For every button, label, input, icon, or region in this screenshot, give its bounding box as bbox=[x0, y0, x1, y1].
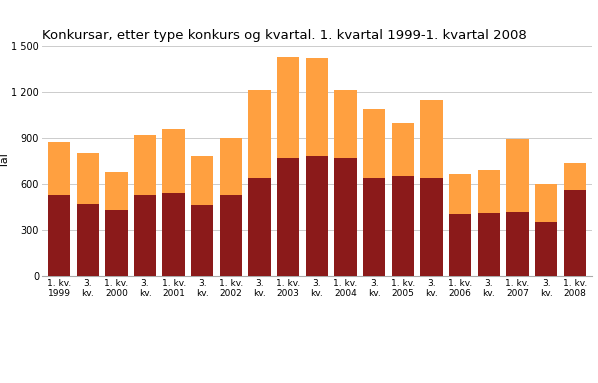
Bar bbox=[392, 176, 414, 276]
Bar bbox=[77, 153, 99, 204]
Bar bbox=[478, 170, 500, 213]
Y-axis label: Tal: Tal bbox=[0, 154, 10, 168]
Bar bbox=[220, 195, 242, 276]
Bar bbox=[248, 90, 271, 178]
Bar bbox=[420, 100, 443, 178]
Bar bbox=[420, 178, 443, 276]
Bar bbox=[134, 135, 156, 195]
Bar bbox=[564, 190, 586, 276]
Bar bbox=[535, 222, 557, 276]
Bar bbox=[163, 193, 185, 276]
Bar bbox=[220, 138, 242, 195]
Bar bbox=[306, 156, 328, 276]
Bar bbox=[363, 178, 386, 276]
Bar bbox=[564, 163, 586, 190]
Bar bbox=[191, 156, 213, 205]
Bar bbox=[163, 129, 185, 193]
Bar bbox=[363, 109, 386, 178]
Bar bbox=[105, 172, 127, 210]
Bar bbox=[306, 58, 328, 156]
Bar bbox=[105, 210, 127, 276]
Bar bbox=[449, 174, 471, 214]
Bar bbox=[277, 57, 300, 158]
Bar bbox=[277, 158, 300, 276]
Bar bbox=[191, 205, 213, 276]
Bar bbox=[535, 184, 557, 222]
Text: Konkursar, etter type konkurs og kvartal. 1. kvartal 1999-1. kvartal 2008: Konkursar, etter type konkurs og kvartal… bbox=[42, 29, 527, 42]
Bar bbox=[478, 213, 500, 276]
Bar bbox=[507, 212, 529, 276]
Bar bbox=[334, 158, 357, 276]
Bar bbox=[392, 123, 414, 176]
Bar bbox=[48, 142, 70, 195]
Bar bbox=[48, 195, 70, 276]
Bar bbox=[449, 214, 471, 276]
Bar bbox=[248, 178, 271, 276]
Bar bbox=[134, 195, 156, 276]
Bar bbox=[334, 90, 357, 158]
Bar bbox=[507, 139, 529, 212]
Bar bbox=[77, 204, 99, 276]
